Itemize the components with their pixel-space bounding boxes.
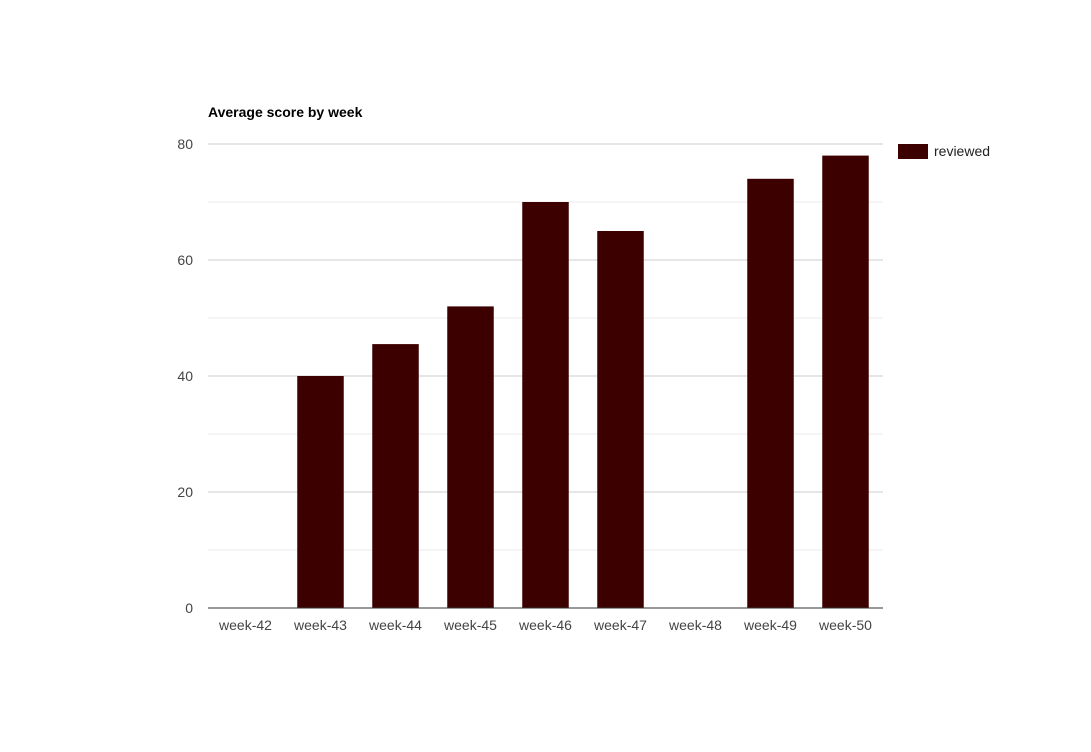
y-tick-label: 20 <box>177 484 193 500</box>
x-tick-label: week-47 <box>593 617 647 633</box>
y-tick-label: 40 <box>177 368 193 384</box>
bar-week-45[interactable] <box>447 306 494 608</box>
bar-week-46[interactable] <box>522 202 569 608</box>
x-tick-label: week-43 <box>293 617 347 633</box>
y-tick-labels: 0 20 40 60 80 <box>177 136 193 616</box>
bar-week-44[interactable] <box>372 344 419 608</box>
legend-swatch <box>898 144 928 159</box>
y-tick-label: 0 <box>185 600 193 616</box>
x-tick-labels: week-42 week-43 week-44 week-45 week-46 week-… <box>218 617 872 633</box>
x-tick-label: week-42 <box>218 617 272 633</box>
x-tick-label: week-49 <box>743 617 797 633</box>
x-tick-label: week-44 <box>368 617 422 633</box>
legend-label: reviewed <box>934 143 990 159</box>
bar-week-47[interactable] <box>597 231 644 608</box>
legend[interactable]: reviewed <box>898 143 990 159</box>
y-tick-label: 60 <box>177 252 193 268</box>
chart-title: Average score by week <box>208 104 363 120</box>
x-tick-label: week-46 <box>518 617 572 633</box>
x-tick-label: week-50 <box>818 617 872 633</box>
bar-week-50[interactable] <box>822 155 869 608</box>
bar-week-43[interactable] <box>297 376 344 608</box>
bar-week-49[interactable] <box>747 178 794 609</box>
y-tick-label: 80 <box>177 136 193 152</box>
x-tick-label: week-48 <box>668 617 722 633</box>
x-tick-label: week-45 <box>443 617 497 633</box>
bar-series <box>297 155 869 609</box>
